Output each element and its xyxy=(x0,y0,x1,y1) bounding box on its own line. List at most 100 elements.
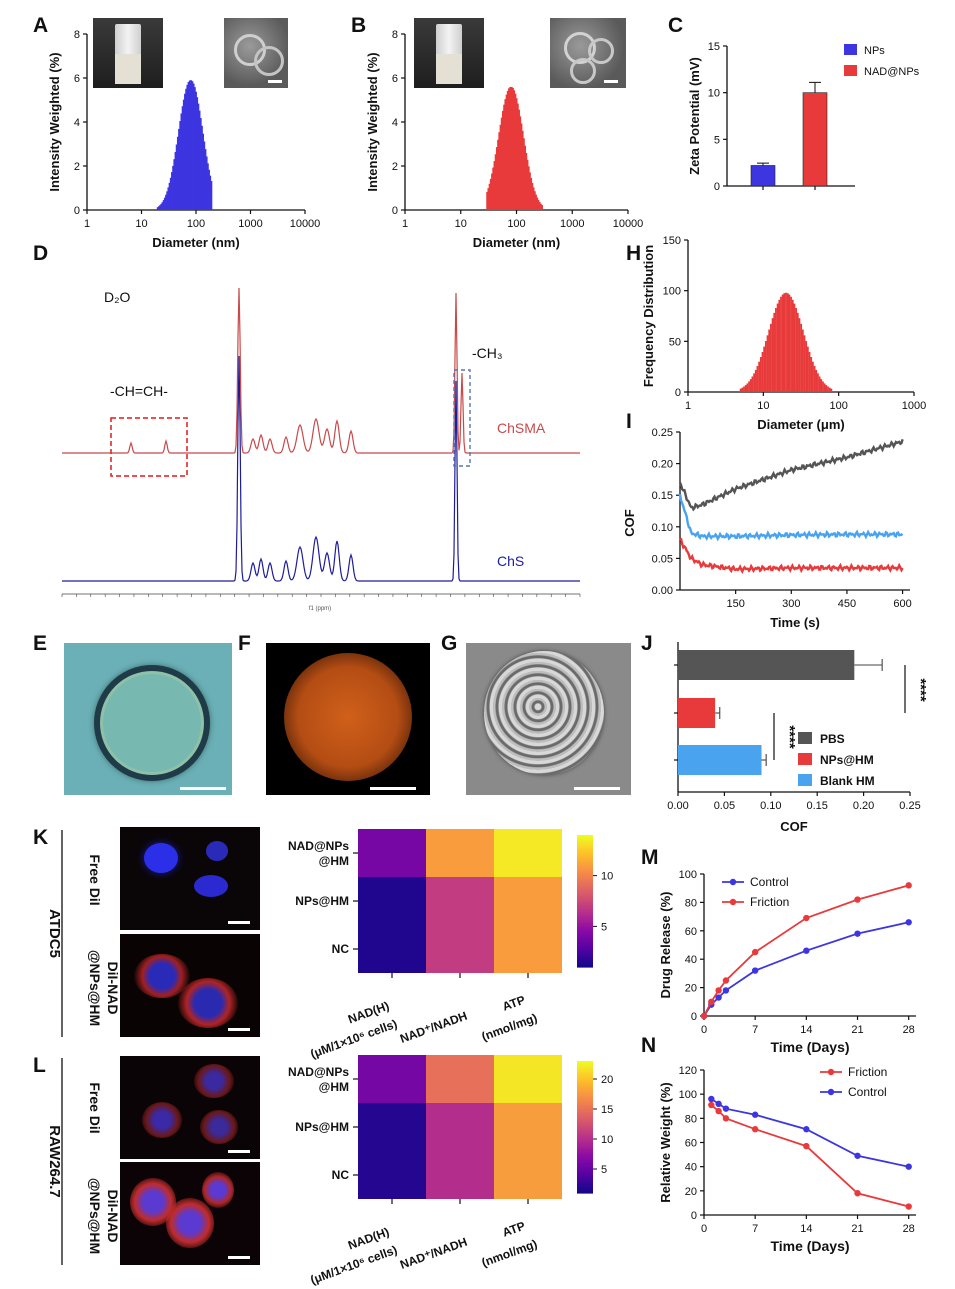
dls-bar xyxy=(515,98,518,210)
scale-bar xyxy=(268,80,282,83)
dls-bar xyxy=(529,177,533,210)
panel-label-a: A xyxy=(33,14,49,37)
heatmap-cell xyxy=(494,925,562,973)
y-tick-label: 120 xyxy=(679,1065,697,1077)
colorbar-segment xyxy=(577,1133,593,1137)
dls-bar xyxy=(195,97,199,210)
colorbar-segment xyxy=(577,1162,593,1165)
microsphere-optical-image xyxy=(64,643,232,795)
colorbar-tick-label: 15 xyxy=(601,1104,613,1116)
size-bar xyxy=(817,373,819,392)
row-label: NC xyxy=(332,942,350,956)
dls-bar xyxy=(508,88,511,210)
cuvette-photo-b xyxy=(414,18,484,88)
y-tick-label: 0.25 xyxy=(652,427,673,439)
dls-bar xyxy=(178,128,181,210)
panel-d-nmr-spectra: D₂O -CH=CH- -CH₃ ChSMA ChS f1 (ppm) xyxy=(61,287,581,612)
size-bar xyxy=(806,346,809,392)
row-label: NPs@HM xyxy=(295,1120,349,1134)
dls-bar xyxy=(206,163,209,210)
size-bar xyxy=(828,387,831,392)
dls-bar xyxy=(494,154,497,210)
row-label: NAD@NPs xyxy=(288,1065,349,1079)
colorbar-segment xyxy=(577,901,593,904)
dls-bar xyxy=(518,116,522,210)
colorbar-segment xyxy=(577,885,593,889)
row-condition-label: DiI-NAD xyxy=(105,962,121,1015)
heatmap-cell xyxy=(358,1103,426,1151)
y-tick-label: 8 xyxy=(74,29,80,41)
series-line xyxy=(703,921,909,1017)
size-bar xyxy=(756,365,759,392)
colorbar-tick-label: 20 xyxy=(601,1074,613,1086)
dls-bar xyxy=(191,81,194,211)
y-tick-label: 4 xyxy=(74,117,80,129)
y-tick-label: 0 xyxy=(714,181,720,193)
dls-bar xyxy=(489,178,493,210)
dls-bar xyxy=(493,161,496,210)
colorbar-segment xyxy=(577,1080,593,1084)
panel-label-b: B xyxy=(351,14,367,37)
colorbar-segment xyxy=(577,892,593,895)
dls-bar xyxy=(156,207,160,210)
colorbar-segment xyxy=(577,870,593,873)
dls-bar xyxy=(207,169,210,210)
dls-bar xyxy=(505,94,508,210)
data-point xyxy=(905,1203,912,1210)
panel-label-j: J xyxy=(641,632,653,655)
x-tick-label: 7 xyxy=(752,1223,758,1235)
row-label: NPs@HM xyxy=(295,894,349,908)
colorbar-segment xyxy=(577,1179,593,1183)
dls-bar xyxy=(509,87,512,210)
y-axis-title: Relative Weight (%) xyxy=(658,1082,673,1202)
size-bar xyxy=(744,385,747,392)
x-tick-label: 1 xyxy=(402,218,408,230)
row-label: @HM xyxy=(319,854,349,868)
colorbar-segment xyxy=(577,1067,593,1071)
dls-bar xyxy=(502,110,505,210)
colorbar-segment xyxy=(577,1140,593,1143)
colorbar-segment xyxy=(577,1168,593,1172)
panel-label-c: C xyxy=(668,14,684,37)
row-condition-label: DiI-NAD xyxy=(105,1190,121,1243)
colorbar-segment xyxy=(577,953,593,957)
dls-bar xyxy=(181,106,184,210)
y-axis-title: COF xyxy=(622,509,637,537)
series-line xyxy=(710,1104,909,1208)
colorbar-segment xyxy=(577,1186,593,1190)
colorbar-segment xyxy=(577,1138,593,1141)
dls-bar xyxy=(201,133,205,210)
size-bar xyxy=(815,369,818,392)
heatmap-cell xyxy=(494,829,562,877)
data-point xyxy=(905,919,912,926)
dls-bar xyxy=(179,121,182,210)
colorbar-segment xyxy=(577,890,593,893)
x-tick-label: 14 xyxy=(800,1223,812,1235)
y-tick-label: 40 xyxy=(685,1162,697,1174)
size-bar xyxy=(769,323,772,392)
row-label: @HM xyxy=(319,1080,349,1094)
dls-bar xyxy=(488,183,491,210)
legend-swatch xyxy=(798,732,812,744)
column-label: ATP xyxy=(501,993,528,1014)
panel-label-h: H xyxy=(626,242,642,265)
legend-label: Blank HM xyxy=(820,774,875,788)
dls-bar xyxy=(173,159,176,210)
panel-label-f: F xyxy=(238,632,251,655)
size-bar xyxy=(788,294,791,392)
dls-bar xyxy=(210,180,213,210)
zeta-bar xyxy=(802,92,828,187)
dls-bar xyxy=(166,191,169,210)
dls-bar xyxy=(163,197,167,210)
dls-bar xyxy=(510,86,513,210)
y-tick-label: 100 xyxy=(679,869,697,881)
colorbar-segment xyxy=(577,859,593,862)
k-dii-nad-micrograph xyxy=(120,934,260,1037)
heatmap-cell xyxy=(426,877,494,925)
y-tick-label: 60 xyxy=(685,926,697,938)
size-bar xyxy=(768,329,771,392)
x-tick-label: 0.15 xyxy=(806,800,827,812)
dls-bar xyxy=(532,187,535,210)
colorbar-segment xyxy=(577,1151,593,1154)
x-axis-title: Time (Days) xyxy=(770,1039,849,1055)
